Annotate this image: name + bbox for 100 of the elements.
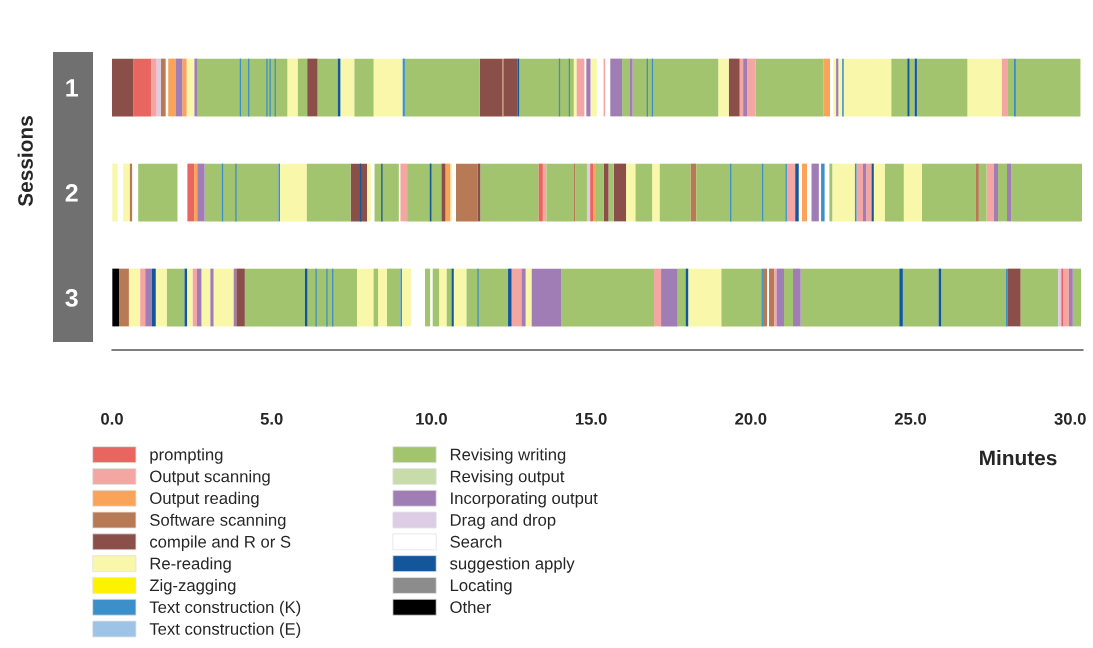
legend-label: Drag and drop bbox=[450, 513, 556, 530]
bar bbox=[400, 163, 408, 222]
bar bbox=[652, 163, 660, 222]
bar bbox=[902, 268, 939, 327]
y-tick-label: 2 bbox=[65, 184, 78, 202]
bar bbox=[884, 163, 904, 222]
bar bbox=[155, 268, 167, 327]
bar bbox=[307, 58, 318, 117]
bar bbox=[1015, 58, 1081, 117]
legend-label: Revising writing bbox=[450, 448, 566, 464]
bar bbox=[626, 163, 636, 222]
bar bbox=[145, 268, 152, 327]
bar bbox=[456, 163, 478, 222]
bar bbox=[696, 163, 762, 222]
bar bbox=[112, 58, 134, 117]
bar bbox=[244, 268, 305, 327]
legend-label: compile and R or S bbox=[150, 535, 291, 551]
bar bbox=[128, 268, 141, 327]
bar bbox=[862, 163, 867, 222]
bar bbox=[688, 268, 722, 327]
bar bbox=[746, 58, 756, 117]
bar bbox=[521, 268, 526, 327]
bar bbox=[903, 163, 923, 222]
bar bbox=[1072, 268, 1082, 327]
bar bbox=[204, 163, 279, 222]
bar bbox=[800, 268, 900, 327]
bar bbox=[843, 58, 892, 117]
bar bbox=[166, 268, 185, 327]
bar bbox=[784, 268, 793, 327]
bar bbox=[721, 268, 762, 327]
legend-label: prompting bbox=[150, 448, 223, 464]
bar bbox=[795, 163, 799, 222]
bar bbox=[197, 163, 205, 222]
bar bbox=[123, 163, 130, 222]
bar bbox=[576, 58, 585, 117]
bar bbox=[508, 268, 512, 327]
bar bbox=[1007, 58, 1015, 117]
bar bbox=[967, 58, 1002, 117]
bar bbox=[367, 163, 371, 222]
bar bbox=[354, 58, 374, 117]
bar bbox=[993, 163, 999, 222]
bar bbox=[941, 268, 1007, 327]
y-tick-label: 1 bbox=[66, 79, 78, 97]
bar bbox=[891, 58, 908, 117]
bar bbox=[297, 58, 308, 117]
legend-label: Revising output bbox=[450, 470, 565, 486]
bar bbox=[677, 268, 686, 327]
bar bbox=[356, 268, 374, 327]
bar bbox=[112, 163, 118, 222]
bar bbox=[156, 58, 161, 117]
legend-label: Text construction (E) bbox=[149, 622, 301, 639]
bar bbox=[287, 58, 298, 117]
x-tick-label: 20.0 bbox=[735, 412, 767, 425]
bar bbox=[909, 58, 915, 117]
bar bbox=[998, 163, 1007, 222]
bar bbox=[978, 163, 987, 222]
bar bbox=[829, 163, 833, 222]
legend-label: Other bbox=[450, 600, 491, 614]
bar bbox=[194, 163, 198, 222]
bar bbox=[525, 268, 532, 327]
bar bbox=[654, 268, 662, 327]
legend-label: suggestion apply bbox=[450, 557, 575, 573]
bar bbox=[916, 58, 968, 117]
bar bbox=[236, 268, 245, 327]
bar bbox=[387, 268, 401, 327]
bar bbox=[213, 268, 234, 327]
bar bbox=[728, 58, 740, 117]
bar bbox=[531, 268, 562, 327]
bar bbox=[838, 58, 843, 117]
legend-label: Output scanning bbox=[150, 470, 270, 486]
bar bbox=[786, 163, 796, 222]
y-axis-title: Sessions bbox=[17, 116, 33, 207]
bar bbox=[659, 163, 691, 222]
legend-label: Search bbox=[450, 535, 502, 548]
bar bbox=[479, 58, 503, 117]
bar bbox=[439, 268, 447, 327]
bar bbox=[690, 163, 697, 222]
legend-label: Zig-zagging bbox=[149, 579, 236, 595]
bar bbox=[374, 163, 399, 222]
bar bbox=[832, 163, 855, 222]
legend-label: Locating bbox=[450, 579, 512, 595]
legend-label: Incorporating output bbox=[451, 491, 598, 508]
bar bbox=[856, 163, 863, 222]
bar bbox=[755, 58, 824, 117]
bar bbox=[402, 268, 412, 327]
bar bbox=[873, 163, 885, 222]
bar bbox=[140, 268, 146, 327]
bar bbox=[632, 58, 719, 117]
bar bbox=[1007, 268, 1021, 327]
bar bbox=[425, 268, 431, 327]
bar bbox=[1011, 163, 1083, 222]
bar bbox=[1068, 268, 1073, 327]
bar bbox=[133, 58, 151, 117]
bar bbox=[907, 58, 910, 117]
bar bbox=[150, 58, 157, 117]
bar bbox=[610, 58, 623, 117]
bar bbox=[538, 163, 543, 222]
bar bbox=[899, 268, 903, 327]
bar bbox=[138, 163, 178, 222]
bar bbox=[378, 268, 388, 327]
